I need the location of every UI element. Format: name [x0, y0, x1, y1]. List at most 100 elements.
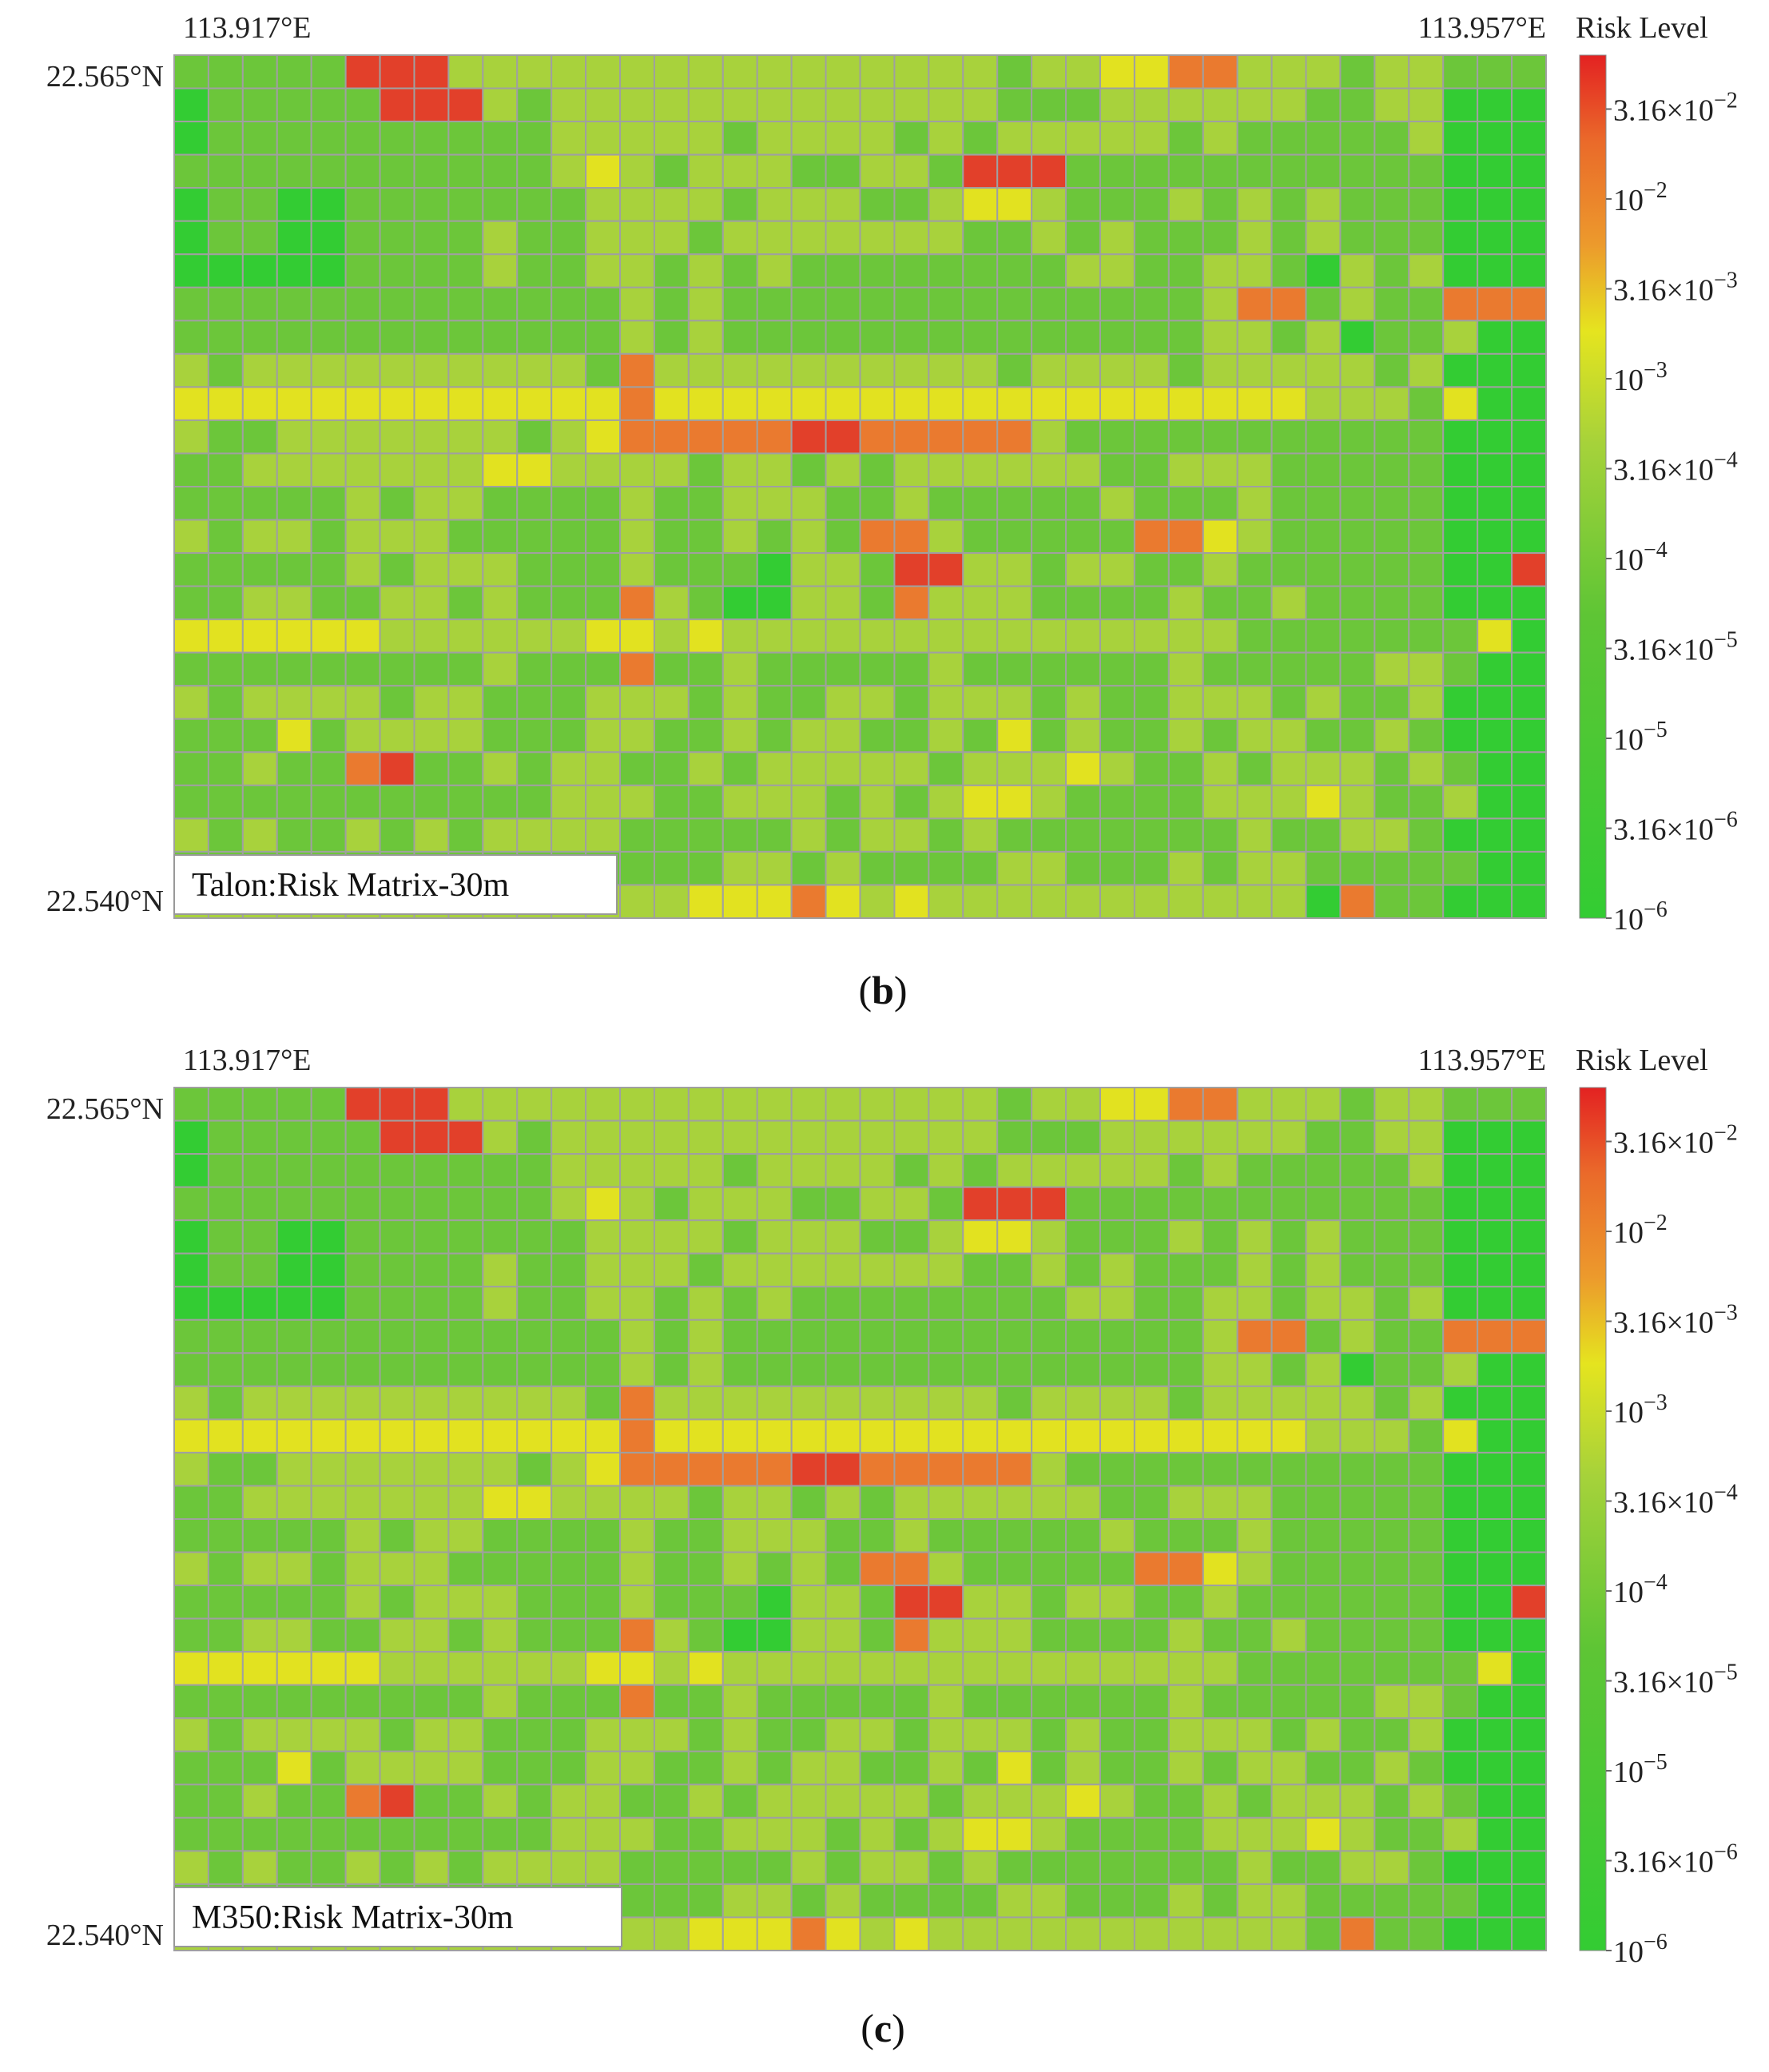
heatmap-cell — [276, 386, 312, 421]
heatmap-cell — [825, 1750, 861, 1786]
heatmap-cell — [756, 1684, 793, 1720]
heatmap-cell — [1305, 884, 1342, 919]
heatmap-cell — [1236, 1120, 1273, 1155]
heatmap-cell — [893, 1385, 930, 1421]
heatmap-cell — [1031, 1750, 1067, 1786]
heatmap-cell — [1236, 1750, 1273, 1786]
heatmap-cell — [996, 1318, 1033, 1354]
heatmap-cell — [653, 552, 690, 587]
heatmap-cell — [551, 1418, 587, 1454]
heatmap-cell — [207, 618, 244, 654]
heatmap-cell — [1099, 486, 1135, 521]
heatmap-cell — [1236, 1717, 1273, 1752]
heatmap-cell — [790, 1816, 827, 1852]
heatmap-cell — [962, 651, 999, 687]
heatmap-cell — [482, 320, 519, 355]
heatmap-cell — [1408, 1153, 1445, 1188]
heatmap-cell — [1270, 386, 1307, 421]
heatmap-cell — [241, 1585, 278, 1620]
heatmap-cell — [1408, 1916, 1445, 1951]
heatmap-cell — [1511, 1651, 1547, 1686]
heatmap-cell — [1167, 253, 1204, 288]
heatmap-cell — [1065, 1087, 1101, 1122]
heatmap-cell — [482, 1816, 519, 1852]
heatmap-cell — [1133, 1352, 1170, 1387]
heatmap-cell — [1511, 320, 1547, 355]
heatmap-cell — [962, 1252, 999, 1288]
heatmap-cell — [1511, 1120, 1547, 1155]
heatmap-cell — [756, 1352, 793, 1387]
heatmap-cell — [1339, 1186, 1376, 1222]
heatmap-cell — [1270, 1916, 1307, 1951]
heatmap-cell — [1339, 850, 1376, 886]
heatmap-cell — [722, 1617, 758, 1653]
heatmap-cell — [482, 1617, 519, 1653]
heatmap-cell — [1099, 121, 1135, 156]
heatmap-cell — [653, 419, 690, 455]
heatmap-cell — [447, 220, 484, 256]
heatmap-cell — [1511, 1750, 1547, 1786]
heatmap-cell — [825, 1916, 861, 1951]
heatmap-cell — [447, 1717, 484, 1752]
heatmap-cell — [1339, 685, 1376, 720]
heatmap-cell — [482, 718, 519, 754]
heatmap-cell — [1133, 751, 1170, 786]
heatmap-cell — [1031, 1352, 1067, 1387]
heatmap-cell — [516, 1418, 553, 1454]
heatmap-cell — [310, 1087, 347, 1122]
heatmap-cell — [893, 1252, 930, 1288]
heatmap-cell — [859, 1684, 896, 1720]
heatmap-cell — [996, 1551, 1033, 1587]
heatmap-cell — [722, 552, 758, 587]
heatmap-cell — [1133, 884, 1170, 919]
heatmap-cell — [1065, 651, 1101, 687]
heatmap-cell — [1065, 1784, 1101, 1819]
heatmap-cell — [1065, 187, 1101, 222]
heatmap-cell — [1133, 1883, 1170, 1919]
heatmap-cell — [447, 618, 484, 654]
heatmap-cell — [482, 651, 519, 687]
heatmap-cell — [687, 585, 724, 621]
heatmap-cell — [310, 220, 347, 256]
heatmap-cell — [276, 1352, 312, 1387]
heatmap-cell — [1133, 1850, 1170, 1885]
heatmap-cell — [447, 1684, 484, 1720]
heatmap-cell — [1065, 784, 1101, 820]
heatmap-cell — [619, 1352, 655, 1387]
heatmap-cell — [653, 1252, 690, 1288]
heatmap-cell — [585, 1551, 622, 1587]
heatmap-cell — [1167, 1784, 1204, 1819]
heatmap-cell — [722, 685, 758, 720]
heatmap-cell — [1167, 585, 1204, 621]
heatmap-cell — [1477, 585, 1513, 621]
heatmap-cell — [790, 386, 827, 421]
heatmap-cell — [928, 1850, 964, 1885]
heatmap-cell — [790, 552, 827, 587]
heatmap-cell — [825, 1318, 861, 1354]
heatmap-cell — [1167, 685, 1204, 720]
heatmap-cell — [687, 884, 724, 919]
heatmap-cell — [722, 220, 758, 256]
colorbar-tick-label: 10−5 — [1613, 718, 1668, 757]
heatmap-cell — [1167, 784, 1204, 820]
heatmap-cell — [379, 320, 415, 355]
heatmap-cell — [1065, 1186, 1101, 1222]
heatmap-cell — [379, 87, 415, 123]
heatmap-cell — [1270, 187, 1307, 222]
heatmap-cell — [344, 452, 381, 488]
heatmap-cell — [859, 751, 896, 786]
heatmap-cell — [1236, 850, 1273, 886]
heatmap-cell — [1373, 1850, 1410, 1885]
heatmap-cell — [1202, 1684, 1238, 1720]
heatmap-cell — [207, 220, 244, 256]
heatmap-cell — [413, 253, 450, 288]
heatmap-cell — [619, 685, 655, 720]
heatmap-cell — [516, 1120, 553, 1155]
heatmap-cell — [1305, 651, 1342, 687]
heatmap-cell — [1408, 718, 1445, 754]
heatmap-cell — [447, 486, 484, 521]
heatmap-cell — [1339, 452, 1376, 488]
heatmap-cell — [653, 651, 690, 687]
heatmap-cell — [1408, 1883, 1445, 1919]
heatmap-cell — [1270, 552, 1307, 587]
